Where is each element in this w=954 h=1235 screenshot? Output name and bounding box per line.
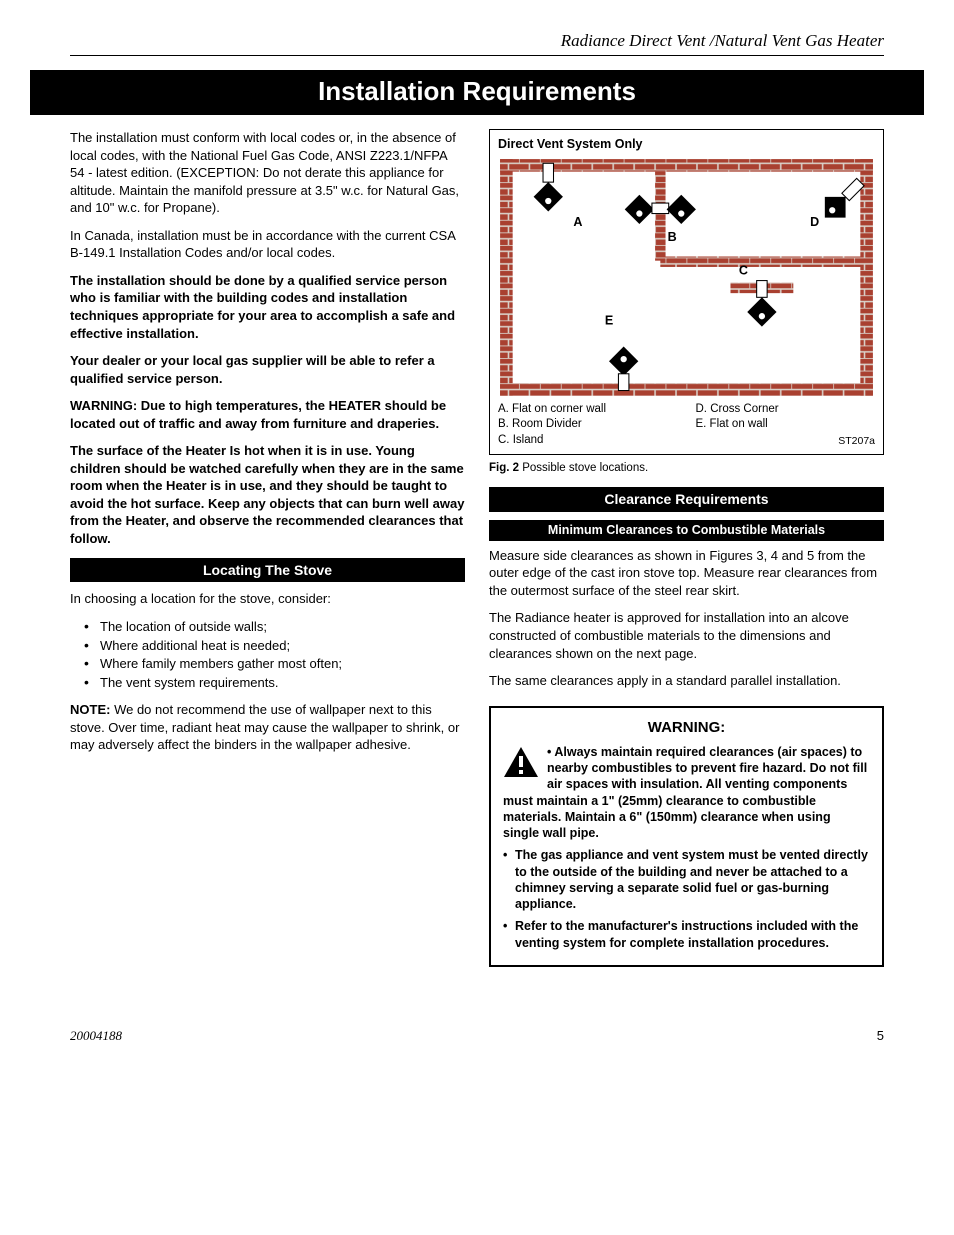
warning-icon [503, 746, 539, 778]
subhead-min-clearances: Minimum Clearances to Combustible Materi… [489, 520, 884, 541]
right-column: Direct Vent System Only [489, 129, 884, 967]
para-note: NOTE: We do not recommend the use of wal… [70, 701, 465, 754]
label-e: E [605, 313, 613, 327]
figure-caption-text: Possible stove locations. [519, 462, 648, 474]
figure-caption-label: Fig. 2 [489, 462, 519, 474]
para-consider: In choosing a location for the stove, co… [70, 590, 465, 608]
stove-locations-diagram: A B D [498, 157, 875, 398]
doc-number: 20004188 [70, 1027, 122, 1045]
para-alcove: The Radiance heater is approved for inst… [489, 609, 884, 662]
figure-caption: Fig. 2 Possible stove locations. [489, 461, 884, 477]
warning-item: Refer to the manufacturer's instructions… [503, 918, 870, 951]
para-surface-hot: The surface of the Heater Is hot when it… [70, 442, 465, 547]
list-item: The vent system requirements. [88, 674, 465, 692]
warning-box: WARNING: • Always maintain required clea… [489, 706, 884, 967]
legend-item: B. Room Divider [498, 417, 678, 433]
left-column: The installation must conform with local… [70, 129, 465, 967]
label-c: C [739, 263, 748, 277]
list-item: Where additional heat is needed; [88, 637, 465, 655]
para-measure: Measure side clearances as shown in Figu… [489, 547, 884, 600]
note-text: We do not recommend the use of wallpaper… [70, 702, 459, 752]
label-b: B [668, 230, 677, 244]
legend-item: D. Cross Corner [696, 402, 876, 418]
para-dealer: Your dealer or your local gas supplier w… [70, 352, 465, 387]
figure-box: Direct Vent System Only [489, 129, 884, 455]
page-number: 5 [877, 1027, 884, 1045]
legend-item: E. Flat on wall [696, 417, 876, 433]
page-title: Installation Requirements [30, 70, 924, 115]
list-item: Where family members gather most often; [88, 655, 465, 673]
warning-first-item: • Always maintain required clearances (a… [503, 744, 870, 842]
subhead-locating: Locating The Stove [70, 558, 465, 583]
legend-item: A. Flat on corner wall [498, 402, 678, 418]
para-codes: The installation must conform with local… [70, 129, 465, 217]
running-head: Radiance Direct Vent /Natural Vent Gas H… [70, 30, 884, 56]
bullet-list: The location of outside walls; Where add… [70, 618, 465, 691]
label-a: A [573, 215, 582, 229]
para-parallel: The same clearances apply in a standard … [489, 672, 884, 690]
page-footer: 20004188 5 [70, 1027, 884, 1045]
para-warning-traffic: WARNING: Due to high temperatures, the H… [70, 397, 465, 432]
para-qualified: The installation should be done by a qua… [70, 272, 465, 342]
figure-title: Direct Vent System Only [498, 136, 875, 153]
subhead-clearance: Clearance Requirements [489, 487, 884, 512]
label-d: D [810, 215, 819, 229]
warning-head: WARNING: [503, 718, 870, 738]
list-item: The location of outside walls; [88, 618, 465, 636]
para-canada: In Canada, installation must be in accor… [70, 227, 465, 262]
note-label: NOTE: [70, 702, 110, 717]
legend-item: C. Island [498, 433, 678, 449]
warning-item: The gas appliance and vent system must b… [503, 847, 870, 912]
